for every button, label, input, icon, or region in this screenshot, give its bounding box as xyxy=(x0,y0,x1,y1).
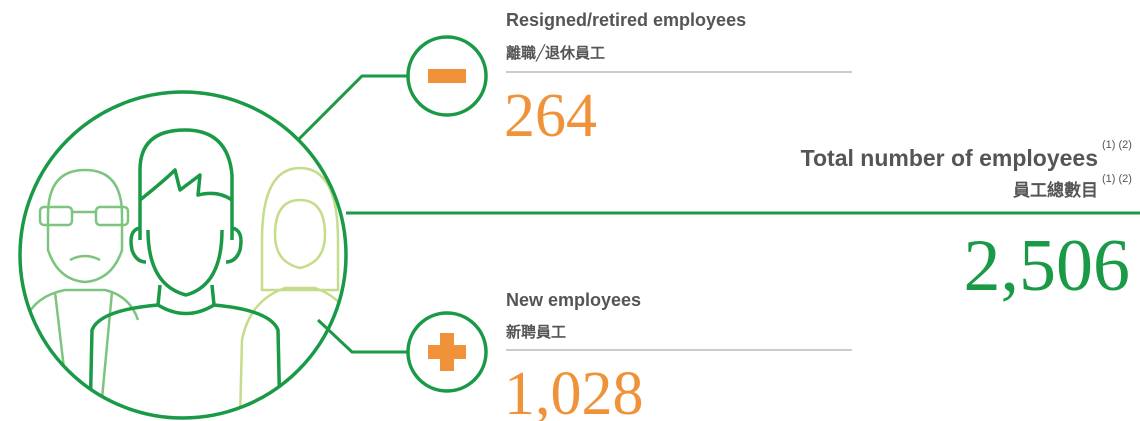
total-label-zh: 員工總數目 xyxy=(1012,180,1098,201)
total-label-zh-note: (1) (2) xyxy=(1102,173,1132,185)
new-label: New employees xyxy=(506,290,641,310)
new-label-zh: 新聘員工 xyxy=(506,323,566,341)
people-icon xyxy=(20,130,360,420)
total-label-note: (1) (2) xyxy=(1102,139,1132,151)
infographic: Resigned/retired employees 離職╱退休員工 264 T… xyxy=(0,0,1140,421)
connectors xyxy=(298,76,1140,352)
plus-sign xyxy=(440,333,454,371)
total-value: 2,506 xyxy=(964,225,1131,307)
resigned-value: 264 xyxy=(504,82,597,150)
resigned-label-zh: 離職╱退休員工 xyxy=(506,44,605,62)
total-label: Total number of employees xyxy=(801,145,1098,171)
new-value: 1,028 xyxy=(504,360,644,421)
minus-sign xyxy=(428,69,466,83)
people-circle xyxy=(20,92,346,418)
resigned-label: Resigned/retired employees xyxy=(506,10,746,30)
